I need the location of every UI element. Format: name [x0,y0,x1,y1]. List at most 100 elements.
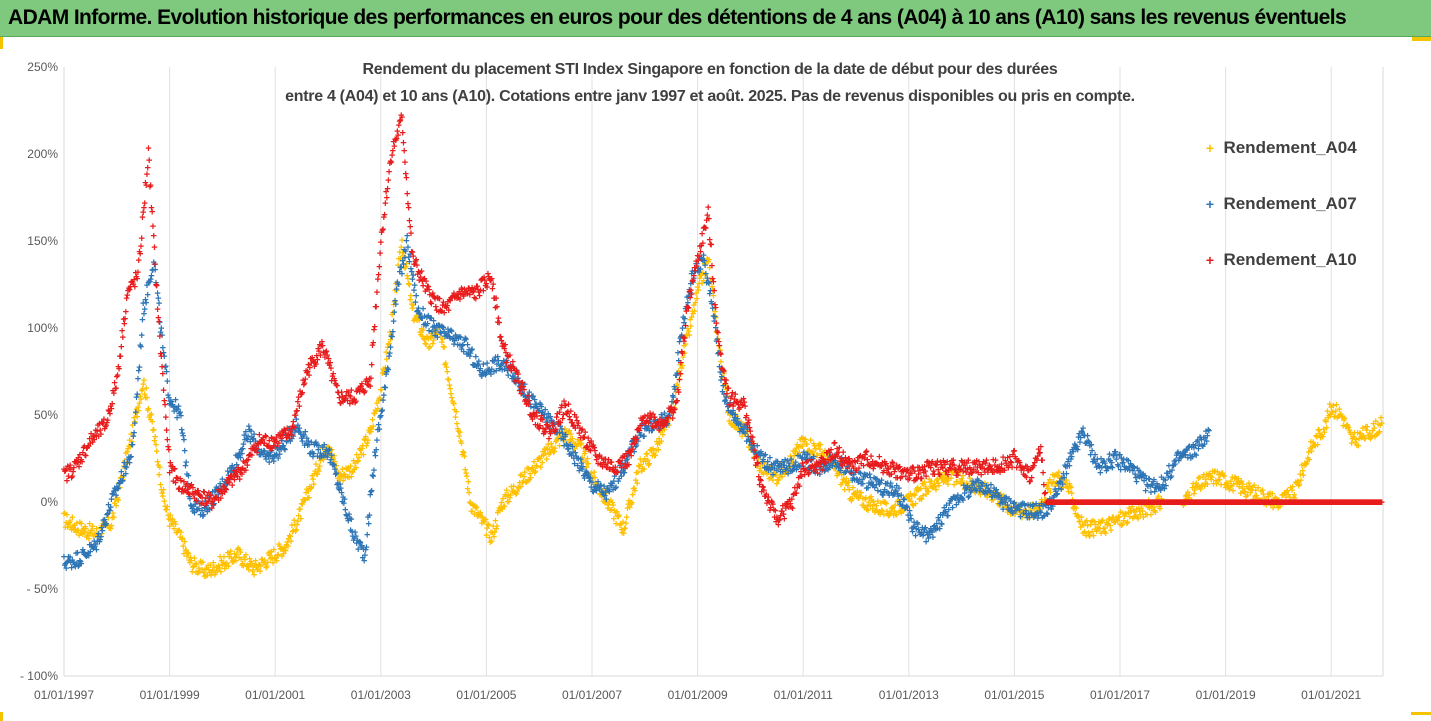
grid-layer [63,67,1384,677]
data-point: + [416,315,422,327]
data-point: + [65,519,71,531]
data-point: + [955,476,961,488]
data-point: + [1129,502,1135,514]
data-point: + [381,210,387,222]
data-point: + [390,299,396,311]
data-point: + [95,531,101,543]
data-point: + [654,436,660,448]
data-point: + [123,448,129,460]
data-point: + [87,529,93,541]
data-point: + [371,408,377,420]
data-point: + [621,523,627,535]
data-point: + [305,486,311,498]
data-point: + [469,506,475,518]
data-point: + [1022,506,1028,518]
data-point: + [1120,508,1126,520]
data-point: + [684,329,690,341]
data-point: + [447,384,453,396]
data-point: + [1001,496,1007,508]
data-point: + [452,405,458,417]
data-point: + [1011,505,1017,517]
data-point: + [682,339,688,351]
data-point: + [563,426,569,438]
data-point: + [1128,506,1134,518]
data-point: + [943,471,949,483]
data-point: + [746,442,752,454]
data-point: + [750,444,756,456]
data-point: + [141,198,147,210]
data-point: + [521,471,527,483]
data-point: + [633,468,639,480]
data-point: + [676,387,682,399]
data-point: + [647,445,653,457]
data-point: + [1042,495,1048,507]
data-point: + [1033,509,1039,521]
data-point: + [754,461,760,473]
data-point: + [145,289,151,301]
data-point: + [531,467,537,479]
data-point: + [587,469,593,481]
data-point: + [863,492,869,504]
data-point: + [907,488,913,500]
data-point: + [271,552,277,564]
data-point: + [302,495,308,507]
data-point: + [369,360,375,372]
data-point: + [588,468,594,480]
data-point: + [243,561,249,573]
data-point: + [369,486,375,498]
data-point: + [1038,494,1044,506]
data-point: + [665,413,671,425]
data-point: + [528,464,534,476]
data-point: + [135,405,141,417]
data-point: + [584,462,590,474]
data-point: + [703,257,709,269]
data-point: + [1124,518,1130,530]
data-point: + [781,467,787,479]
data-point: + [705,257,711,269]
data-point: + [908,496,914,508]
data-point: + [771,465,777,477]
data-point: + [598,489,604,501]
data-point: + [366,427,372,439]
data-point: + [1059,482,1065,494]
data-point: + [524,463,530,475]
data-point: + [716,345,722,357]
data-point: + [113,501,119,513]
data-point: + [611,514,617,526]
data-point: + [841,484,847,496]
data-point: + [353,450,359,462]
data-point: + [798,432,804,444]
data-point: + [968,477,974,489]
data-point: + [154,446,160,458]
data-point: + [830,457,836,469]
data-point: + [409,299,415,311]
data-point: + [641,464,647,476]
data-point: + [1083,531,1089,543]
x-tick-label: 01/01/2011 [774,688,833,702]
data-point: + [208,570,214,582]
data-point: + [1063,475,1069,487]
data-point: + [1107,521,1113,533]
data-point: + [111,498,117,510]
data-point: + [933,475,939,487]
data-point: + [652,450,658,462]
data-point: + [1056,479,1062,491]
data-point: + [1108,525,1114,537]
data-point: + [319,451,325,463]
data-point: + [918,494,924,506]
data-point: + [568,429,574,441]
data-point: + [713,327,719,339]
data-point: + [708,274,714,286]
data-point: + [345,463,351,475]
data-point: + [672,384,678,396]
data-point: + [182,545,188,557]
data-point: + [808,435,814,447]
data-point: + [351,464,357,476]
data-point: + [285,541,291,553]
data-point: + [1041,498,1047,510]
data-point: + [520,476,526,488]
data-point: + [230,557,236,569]
data-point: + [701,259,707,271]
data-point: + [488,536,494,548]
data-point: + [163,505,169,517]
